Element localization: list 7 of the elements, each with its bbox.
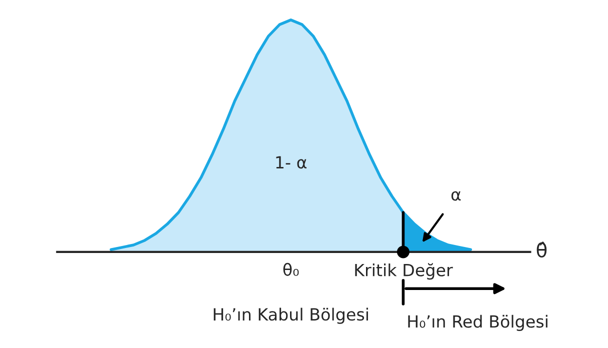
x-axis-title: θ̂ — [536, 242, 547, 258]
annotation: 1- α — [276, 156, 307, 169]
annotation: α — [451, 191, 461, 201]
x-tick-label: Kritik Değer — [355, 263, 453, 280]
text: H₀’ın Kabul Bölgesi — [214, 308, 368, 324]
x-tick-label: θ₀ — [283, 262, 299, 276]
text: H₀’ın Red Bölgesi — [408, 314, 548, 332]
